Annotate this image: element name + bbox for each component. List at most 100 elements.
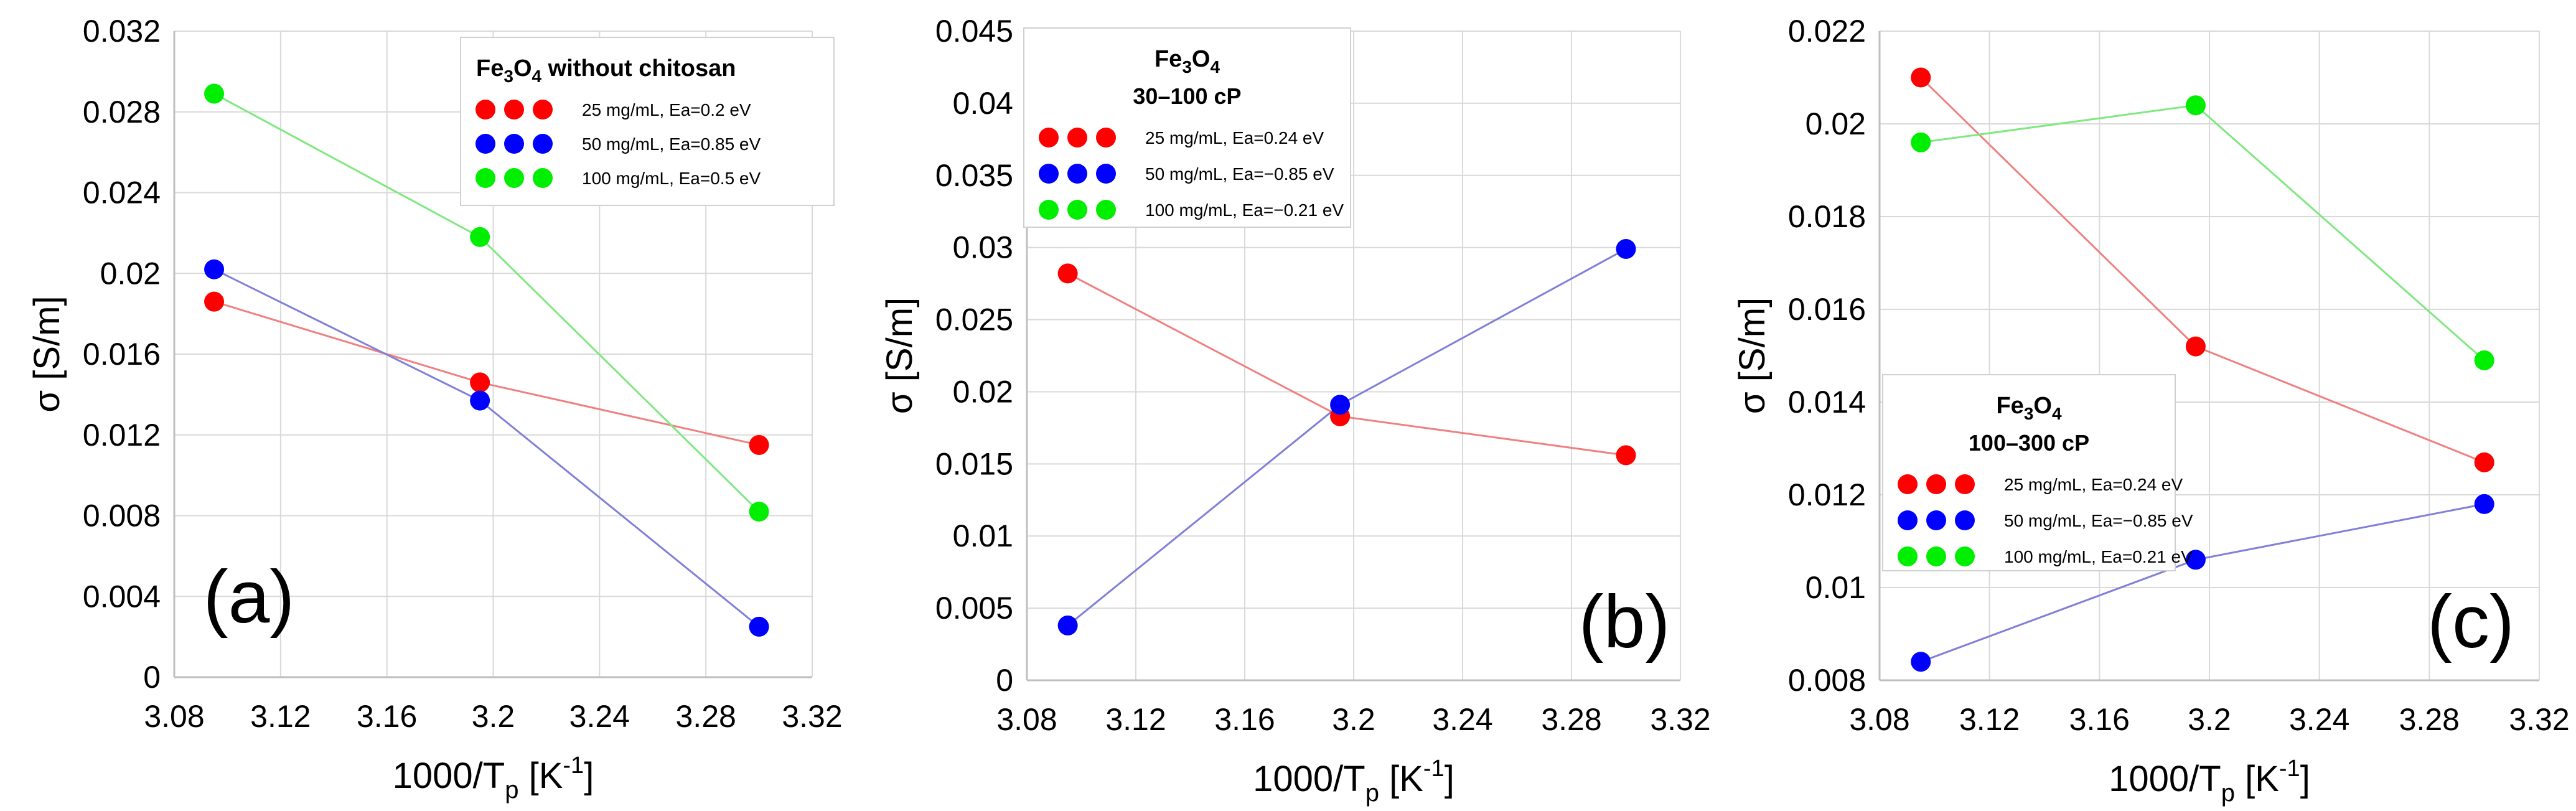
legend-title: Fe3O4 (1996, 393, 2062, 423)
x-tick-label: 3.28 (1541, 702, 1601, 737)
panel-label: (c) (2427, 580, 2514, 663)
legend-subtitle: 100–300 cP (1969, 430, 2089, 456)
x-axis-title: 1000/Tp [K-1] (393, 752, 594, 804)
x-axis-title: 1000/Tp [K-1] (2109, 756, 2310, 807)
x-tick-label: 3.2 (472, 699, 515, 734)
legend-label-series-1: 50 mg/mL, Ea=0.85 eV (582, 134, 761, 154)
legend-title-part: O (1192, 46, 1211, 72)
series-line-0 (213, 301, 759, 446)
data-point-series-1 (1616, 238, 1636, 259)
x-tick-label: 3.16 (1214, 702, 1275, 737)
legend-marker-series-0 (1898, 474, 1918, 494)
y-axis-title: σ [S/m] (1732, 298, 1773, 414)
legend-title-part: Fe (476, 55, 503, 82)
legend-marker-series-2 (504, 168, 524, 188)
x-axis-title-sup: -1 (563, 752, 584, 779)
y-tick-label: 0.012 (1788, 477, 1866, 512)
y-tick-label: 0 (143, 660, 161, 695)
legend-marker-series-2 (1898, 546, 1918, 566)
y-tick-label: 0.015 (935, 446, 1013, 481)
chart-panel-2: 0.008 0.01 0.012 0.014 0.016 0.018 0.02 0.022 3.… (1732, 14, 2570, 807)
legend-marker-series-1 (1955, 510, 1975, 530)
legend-box (1882, 374, 2176, 571)
x-tick-label: 3.08 (996, 702, 1057, 737)
chart-panel-1: 0 0.005 0.01 0.015 0.02 0.025 0.03 0.035 0.04 0.0… (879, 14, 1711, 807)
x-tick-label: 3.28 (676, 699, 736, 734)
y-tick-label: 0.005 (935, 591, 1013, 626)
data-point-series-0 (749, 434, 769, 455)
data-point-series-1 (204, 259, 225, 279)
legend-title-sub: 4 (1210, 57, 1220, 77)
legend-label-series-2: 100 mg/mL, Ea=0.21 eV (2004, 547, 2193, 566)
legend-title-sub: 3 (1182, 57, 1192, 77)
legend-marker-series-2 (533, 168, 553, 188)
y-tick-label: 0.024 (83, 176, 161, 210)
x-tick-label: 3.2 (2188, 702, 2231, 737)
x-axis-title-sup: -1 (2279, 756, 2300, 782)
legend-marker-series-2 (1039, 200, 1059, 220)
data-point-series-0 (2474, 452, 2494, 472)
legend-marker-series-1 (1096, 164, 1116, 184)
legend-marker-series-1 (504, 134, 524, 154)
series-line-2 (1921, 104, 2485, 362)
data-point-series-1 (1330, 395, 1351, 415)
x-tick-label: 3.12 (1105, 702, 1166, 737)
legend-title-sub: 3 (503, 67, 513, 86)
y-tick-label: 0 (996, 663, 1013, 698)
y-axis-title: σ [S/m] (27, 296, 67, 412)
data-point-series-0 (1057, 263, 1078, 284)
y-tick-label: 0.02 (1806, 106, 1866, 141)
legend-marker-series-1 (475, 134, 495, 154)
y-tick-label: 0.03 (953, 230, 1013, 265)
legend-title-part: O (2033, 393, 2052, 419)
data-point-series-2 (470, 227, 490, 247)
legend: Fe3O4 100–300 cP 25 mg/mL, Ea=0.24 eV 50 mg… (1882, 374, 2193, 571)
y-tick-label: 0.045 (935, 14, 1013, 49)
x-tick-label: 3.24 (569, 699, 630, 734)
y-tick-label: 0.014 (1788, 385, 1866, 420)
x-tick-label: 3.16 (2069, 702, 2130, 737)
data-point-series-1 (2474, 494, 2494, 514)
y-tick-label: 0.01 (1806, 570, 1866, 605)
y-tick-label: 0.025 (935, 302, 1013, 337)
legend-title-sub: 4 (532, 67, 542, 86)
legend-subtitle: 30–100 cP (1133, 83, 1241, 109)
x-axis-title-main: 1000/T (393, 756, 505, 796)
data-point-series-0 (1616, 445, 1636, 466)
legend-marker-series-0 (1039, 128, 1059, 148)
y-tick-label: 0.012 (83, 418, 161, 452)
series-line-1 (213, 268, 760, 628)
legend-marker-series-0 (504, 100, 524, 120)
x-axis-title-sub: p (505, 776, 518, 804)
series-line-0 (1067, 273, 1626, 456)
legend-marker-series-0 (533, 100, 553, 120)
legend-marker-series-2 (475, 168, 495, 188)
legend-title-sub: 4 (2052, 404, 2062, 423)
y-axis-title: σ [S/m] (879, 298, 920, 414)
legend-marker-series-1 (1898, 510, 1918, 530)
data-point-series-1 (470, 390, 490, 411)
legend-marker-series-1 (1926, 510, 1946, 530)
x-tick-label: 3.08 (1849, 702, 1909, 737)
data-point-series-0 (204, 291, 225, 312)
legend-title-part: O (513, 55, 532, 82)
x-tick-label: 3.24 (2289, 702, 2349, 737)
x-axis-title-close: ] (584, 756, 594, 796)
y-tick-label: 0.004 (83, 579, 161, 614)
x-tick-label: 3.12 (1959, 702, 2020, 737)
data-point-series-2 (2185, 95, 2206, 116)
panel-label: (a) (204, 555, 295, 639)
legend-marker-series-1 (533, 134, 553, 154)
x-axis-title-sup: -1 (1423, 756, 1445, 782)
y-tick-label: 0.016 (83, 337, 161, 372)
x-tick-label: 3.24 (1432, 702, 1492, 737)
y-tick-label: 0.028 (83, 95, 161, 129)
legend-marker-series-0 (1926, 474, 1946, 494)
y-tick-label: 0.02 (100, 256, 161, 291)
data-point-series-2 (2474, 350, 2494, 370)
legend-title: Fe3O4 without chitosan (476, 55, 736, 86)
legend-title-part: Fe (1155, 46, 1182, 72)
data-point-series-0 (1911, 67, 1931, 88)
legend: Fe3O4 30–100 cP 25 mg/mL, Ea=0.24 eV 50 mg/… (1023, 27, 1351, 228)
